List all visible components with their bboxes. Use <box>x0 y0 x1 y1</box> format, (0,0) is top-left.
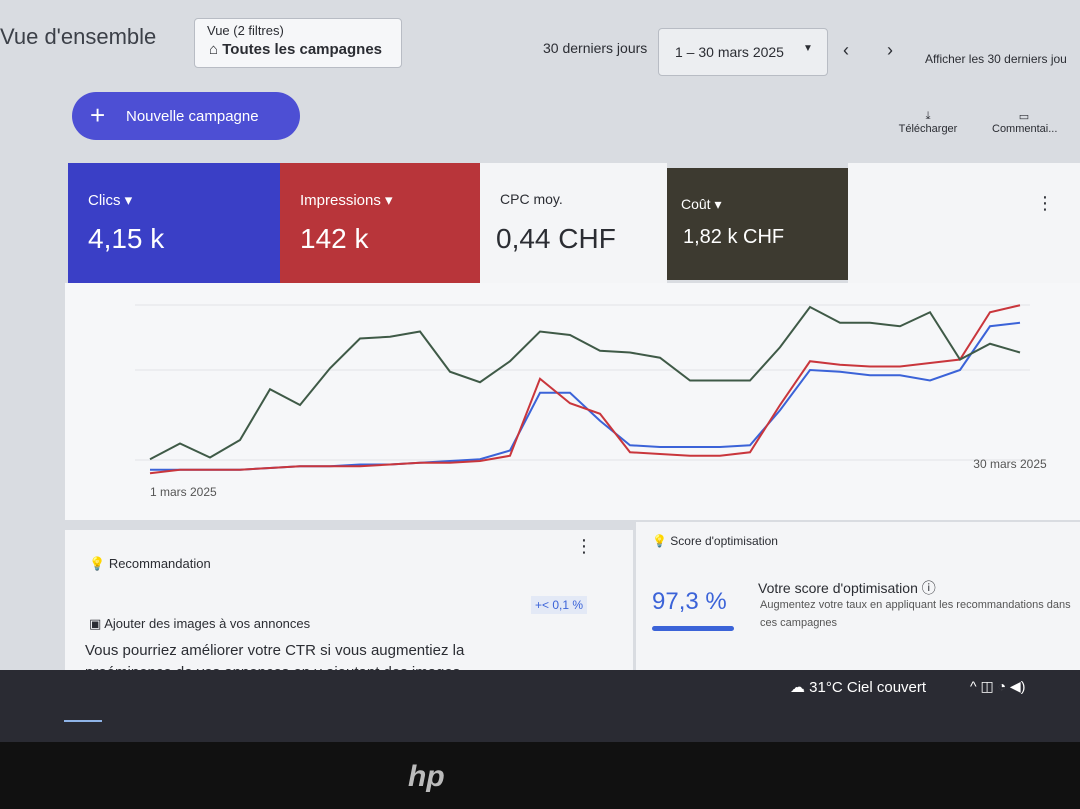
download-action[interactable]: ⤓ Télécharger <box>898 110 958 135</box>
score-heading: Votre score d'optimisation ⓘ <box>758 580 936 596</box>
date-picker[interactable]: 1 – 30 mars 2025 ▼ <box>658 28 828 76</box>
prev-button[interactable]: ‹ <box>843 40 849 60</box>
plus-icon: + <box>90 100 106 130</box>
metric-card[interactable]: Clics ▾ 4,15 k <box>68 163 280 283</box>
score-description: Augmentez votre taux en appliquant les r… <box>760 599 1071 629</box>
new-campaign-button[interactable]: + Nouvelle campagne <box>72 92 300 140</box>
metric-card[interactable]: Coût ▾ 1,82 k CHF <box>667 168 848 280</box>
recommendation-item[interactable]: ▣ Ajouter des images à vos annonces <box>89 616 311 631</box>
metric-value: 1,82 k CHF <box>683 226 785 248</box>
brand-logo: hp <box>408 760 445 793</box>
metric-card[interactable]: CPC moy. 0,44 CHF <box>480 163 667 283</box>
series-line <box>150 321 1021 471</box>
metric-value: 0,44 CHF <box>496 223 616 254</box>
score-bar <box>652 626 734 631</box>
menu-icon[interactable]: ⋮ <box>1036 193 1054 213</box>
next-button[interactable]: › <box>887 40 893 60</box>
panel-title-text: Score d'optimisation <box>670 534 778 548</box>
action-label: Commentai... <box>992 123 1058 135</box>
score-heading-text: Votre score d'optimisation <box>758 580 918 596</box>
line-chart: 1 mars 2025 30 mars 2025 <box>65 283 1080 520</box>
metric-label: Coût ▾ <box>681 196 722 212</box>
x-tick-label: 1 mars 2025 <box>150 485 217 499</box>
bezel: hp <box>0 742 1080 809</box>
page-title: Vue d'ensemble <box>0 24 157 49</box>
active-indicator <box>64 720 102 722</box>
download-icon: ⤓ <box>925 110 931 122</box>
action-label: Télécharger <box>898 123 958 135</box>
view-filter[interactable]: Vue (2 filtres) ⌂ Toutes les campagnes <box>194 18 402 68</box>
series-line <box>149 304 1021 475</box>
metric-label: Impressions ▾ <box>300 192 393 209</box>
comment-action[interactable]: ▭ Commentai... <box>992 110 1058 135</box>
tray-icons: ^ ◫ ◔ ◀) <box>970 678 1026 694</box>
comment-icon: ▭ <box>1018 111 1030 123</box>
date-range: 1 – 30 mars 2025 <box>675 44 784 60</box>
metric-value: 142 k <box>300 223 369 254</box>
metric-name: Clics <box>88 192 121 209</box>
weather[interactable]: ☁ 31°C Ciel couvert <box>790 679 927 696</box>
metric-label: Clics ▾ <box>88 192 133 209</box>
series-line <box>149 305 1021 461</box>
weather-text: 31°C Ciel couvert <box>809 679 927 696</box>
uplift-badge: +< 0,1 % <box>531 596 588 614</box>
metric-card-empty: ⋮ <box>848 163 1080 283</box>
optimization-panel: 💡 Score d'optimisation 97,3 % Votre scor… <box>636 522 1080 697</box>
panel-title: 💡 Score d'optimisation <box>652 534 778 548</box>
show-more[interactable]: Afficher les 30 derniers jou <box>925 52 1067 66</box>
filter-value: ⌂ Toutes les campagnes <box>209 41 383 58</box>
period: 30 derniers jours <box>543 40 648 56</box>
x-tick-label: 30 mars 2025 <box>973 457 1047 471</box>
filter-label: Vue (2 filtres) <box>207 23 284 38</box>
optimization-score: 97,3 % <box>652 588 727 615</box>
item-text: Ajouter des images à vos annonces <box>104 616 311 631</box>
metric-card[interactable]: Impressions ▾ 142 k <box>280 163 480 283</box>
metric-name: Coût <box>681 196 711 212</box>
panel-title-text: Recommandation <box>108 556 211 571</box>
filter-value-text: Toutes les campagnes <box>222 41 383 58</box>
menu-icon[interactable]: ⋮ <box>575 536 593 556</box>
dropdown-arrow: ▼ <box>803 43 813 54</box>
metric-value: 4,15 k <box>88 223 165 254</box>
metric-name: Impressions <box>300 192 381 209</box>
button-label: Nouvelle campagne <box>126 108 259 125</box>
panel-title: 💡 Recommandation <box>89 556 211 571</box>
taskbar: ☁ 31°C Ciel couvert ^ ◫ ◔ ◀) <box>0 670 1080 742</box>
metric-label: CPC moy. <box>500 191 563 207</box>
